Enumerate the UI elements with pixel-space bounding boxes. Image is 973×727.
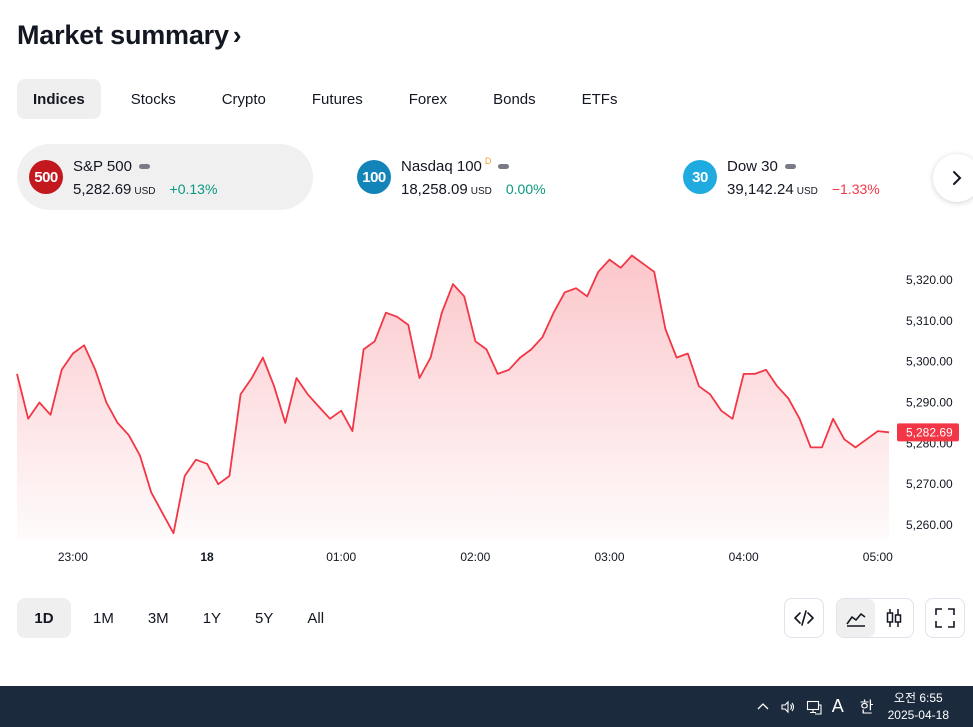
- fullscreen-icon: [935, 608, 955, 628]
- tab-forex[interactable]: Forex: [408, 90, 448, 108]
- ticker-name-row: Dow 30: [727, 156, 880, 176]
- ticker-card[interactable]: 100 Nasdaq 100 D 18,258.09 USD 0.00%: [345, 144, 575, 210]
- tab-crypto[interactable]: Crypto: [221, 90, 266, 108]
- market-status-dash-icon: [784, 163, 796, 169]
- x-axis-tick-label: 04:00: [729, 550, 759, 564]
- chevron-right-icon: ›: [232, 20, 242, 50]
- market-status-dash-icon: [138, 163, 150, 169]
- ticker-name: Nasdaq 100: [401, 157, 482, 175]
- ticker-price: 5,282.69: [73, 181, 132, 198]
- delayed-marker: D: [484, 156, 492, 166]
- ticker-currency: USD: [796, 186, 818, 197]
- ticker-change: −1.33%: [831, 181, 880, 197]
- ticker-name-row: S&P 500: [73, 156, 217, 176]
- speaker-icon[interactable]: [780, 699, 796, 715]
- range-button-3m[interactable]: 3M: [147, 609, 169, 627]
- x-axis-tick-label: 18: [200, 550, 214, 564]
- tab-futures[interactable]: Futures: [311, 90, 363, 108]
- fullscreen-button[interactable]: [925, 598, 965, 638]
- ticker-change: 0.00%: [505, 181, 546, 197]
- area-chart-button[interactable]: [837, 599, 875, 637]
- ticker-name: S&P 500: [73, 157, 132, 175]
- embed-button[interactable]: [784, 598, 824, 638]
- x-axis-tick-label: 02:00: [460, 550, 490, 564]
- x-axis-tick-label: 01:00: [326, 550, 356, 564]
- range-button-1m[interactable]: 1M: [93, 609, 114, 627]
- price-area-fill: [17, 255, 889, 540]
- last-price-label: 5,282.69: [906, 425, 953, 439]
- ticker-card[interactable]: 30 Dow 30 39,142.24 USD −1.33%: [671, 144, 901, 210]
- ticker-logo-badge: 30: [683, 160, 717, 194]
- price-chart[interactable]: 5,260.00 5,270.00 5,280.00 5,290.00 5,300.00…: [0, 230, 973, 575]
- ticker-card[interactable]: 500 S&P 500 5,282.69 USD +0.13%: [17, 144, 313, 210]
- candlestick-chart-button[interactable]: [875, 599, 913, 637]
- clock-time: 오전 6:55: [893, 690, 943, 705]
- y-axis-tick-label: 5,310.00: [906, 314, 953, 328]
- ticker-logo-badge: 100: [357, 160, 391, 194]
- range-button-1d[interactable]: 1D: [17, 598, 71, 638]
- ticker-currency: USD: [134, 186, 156, 197]
- ticker-info: Dow 30 39,142.24 USD −1.33%: [727, 156, 880, 199]
- page-title-text: Market summary: [17, 20, 229, 50]
- price-chart-svg: 5,260.005,270.005,280.005,290.005,300.00…: [16, 254, 959, 564]
- tab-stocks[interactable]: Stocks: [130, 90, 176, 108]
- windows-taskbar: A 한 오전 6:55 2025-04-18: [0, 686, 973, 727]
- range-button-5y[interactable]: 5Y: [255, 609, 274, 627]
- carousel-next-button[interactable]: [933, 154, 973, 202]
- ticker-logo-badge: 500: [29, 160, 63, 194]
- system-tray: A 한 오전 6:55 2025-04-18: [756, 686, 973, 727]
- chevron-right-icon: [953, 171, 962, 185]
- last-price-badge: [897, 423, 959, 442]
- page-title[interactable]: Market summary ›: [17, 20, 241, 51]
- tab-indices[interactable]: Indices: [17, 79, 101, 119]
- ticker-price: 39,142.24: [727, 181, 794, 198]
- y-axis-tick-label: 5,320.00: [906, 273, 953, 287]
- ticker-name: Dow 30: [727, 157, 778, 175]
- y-axis-tick-label: 5,290.00: [906, 396, 953, 410]
- taskbar-clock[interactable]: 오전 6:55 2025-04-18: [888, 690, 949, 724]
- ticker-name-row: Nasdaq 100 D: [401, 156, 546, 176]
- show-hidden-icons-icon[interactable]: [756, 700, 770, 714]
- ticker-info: Nasdaq 100 D 18,258.09 USD 0.00%: [401, 156, 546, 198]
- market-tabs: Indices Stocks Crypto Futures Forex Bonds ETFs: [17, 79, 647, 119]
- ticker-carousel: 30 Dow 30 39,142.24 USD −1.33% 100 Nasdaq 100 D…: [17, 144, 973, 210]
- embed-code-icon: [794, 610, 814, 626]
- y-axis-tick-label: 5,260.00: [906, 518, 953, 532]
- network-icon[interactable]: [806, 699, 822, 715]
- tab-bonds[interactable]: Bonds: [493, 90, 536, 108]
- ime-language-indicator[interactable]: 한: [859, 699, 874, 716]
- ime-mode-indicator[interactable]: A: [831, 696, 844, 716]
- price-line: [16, 254, 890, 535]
- ticker-quote-row: 5,282.69 USD +0.13%: [73, 181, 217, 198]
- clock-date: 2025-04-18: [887, 707, 949, 722]
- ticker-quote-row: 39,142.24 USD −1.33%: [727, 181, 880, 198]
- candlestick-icon: [886, 609, 902, 627]
- ticker-info: S&P 500 5,282.69 USD +0.13%: [73, 156, 217, 199]
- ticker-price: 18,258.09: [401, 181, 468, 198]
- x-axis-tick-label: 03:00: [594, 550, 624, 564]
- ticker-currency: USD: [470, 186, 492, 197]
- range-button-1y[interactable]: 1Y: [202, 609, 222, 627]
- y-axis-tick-label: 5,270.00: [906, 477, 953, 491]
- tab-etfs[interactable]: ETFs: [581, 90, 618, 108]
- x-axis-tick-label: 05:00: [863, 550, 893, 564]
- range-button-all[interactable]: All: [307, 609, 325, 627]
- y-axis-tick-label: 5,300.00: [906, 355, 953, 369]
- ticker-change: +0.13%: [169, 181, 218, 197]
- ticker-quote-row: 18,258.09 USD 0.00%: [401, 181, 546, 198]
- area-chart-icon: [846, 613, 866, 627]
- market-status-dash-icon: [498, 163, 510, 169]
- x-axis-tick-label: 23:00: [58, 550, 88, 564]
- chart-style-toggle: [836, 598, 914, 638]
- range-selector: 1D 1M 3M 1Y 5Y All: [17, 598, 346, 638]
